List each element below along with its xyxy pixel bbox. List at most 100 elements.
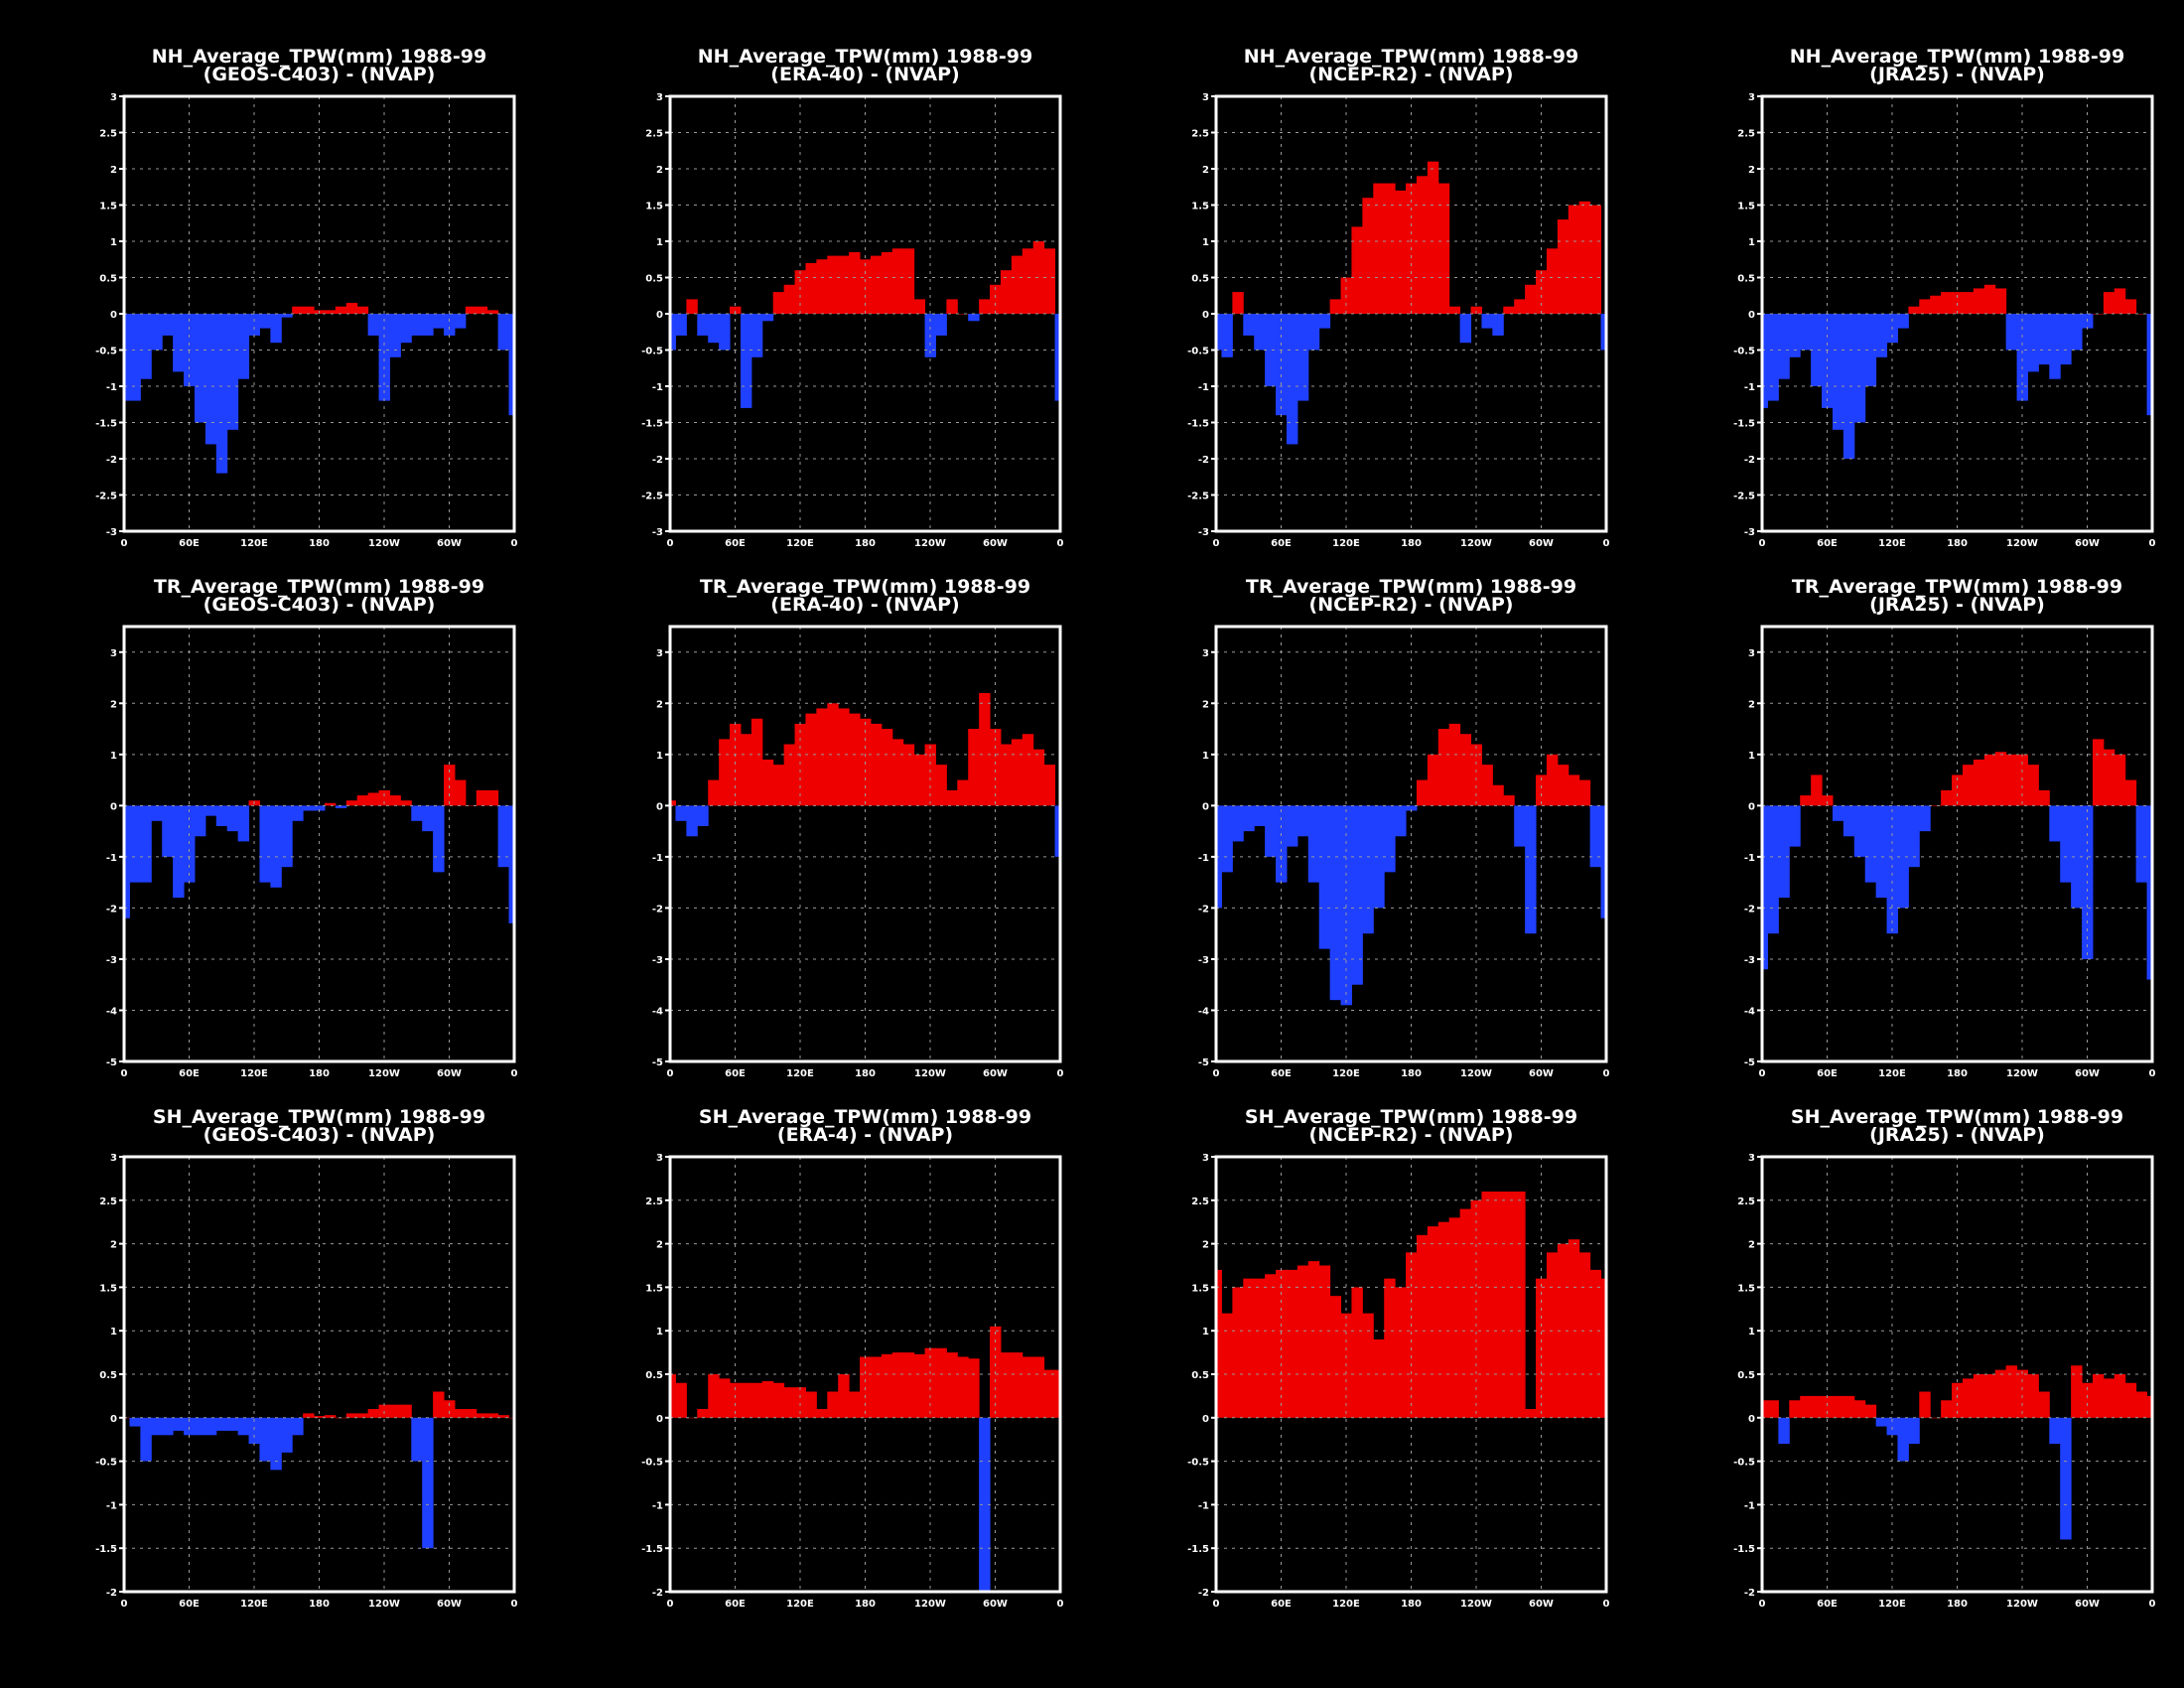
positive-bar: [881, 729, 893, 806]
negative-bar: [1811, 314, 1823, 386]
positive-bar: [1470, 306, 1482, 314]
positive-bar: [1276, 1269, 1288, 1418]
positive-bar: [1032, 1356, 1045, 1418]
y-tick-label: -1: [106, 853, 117, 864]
negative-bar: [979, 1417, 991, 1592]
negative-bar: [162, 805, 174, 857]
negative-bar: [1384, 805, 1396, 873]
positive-bar: [1043, 1369, 1056, 1418]
y-tick-label: 2.5: [1191, 1196, 1209, 1207]
y-tick-label: -1.5: [1187, 419, 1209, 430]
negative-bar: [151, 805, 163, 821]
x-tick-label: 0: [1603, 1599, 1610, 1610]
x-tick-label: 120W: [1460, 538, 1492, 549]
positive-bar: [1427, 161, 1439, 314]
positive-bar: [1962, 1378, 1975, 1418]
positive-bar: [946, 1352, 958, 1418]
x-tick-label: 120W: [914, 1599, 946, 1610]
y-tick-label: 1: [110, 751, 117, 762]
positive-bar: [1600, 1278, 1607, 1418]
positive-bar: [891, 739, 904, 806]
positive-bar: [1568, 1239, 1580, 1418]
x-tick-label: 60W: [1529, 1599, 1554, 1610]
positive-bar: [1459, 734, 1472, 806]
x-tick-label: 120E: [1332, 538, 1360, 549]
plot-frame: [1760, 1155, 2154, 1594]
plot-frame: [668, 625, 1062, 1063]
x-tick-label: 180: [1401, 538, 1422, 549]
positive-bar: [1000, 270, 1013, 314]
negative-bar: [1307, 805, 1320, 883]
positive-bar: [1011, 1352, 1024, 1418]
positive-bar: [990, 284, 1002, 314]
negative-bar: [140, 1417, 152, 1462]
y-tick-label: 0: [1748, 801, 1755, 812]
y-tick-label: -3: [652, 955, 663, 966]
negative-bar: [1514, 805, 1526, 847]
y-tick-label: 2.5: [1737, 129, 1755, 140]
positive-bar: [740, 1382, 752, 1418]
positive-bar: [324, 310, 337, 314]
negative-bar: [508, 805, 515, 923]
negative-bar: [1362, 805, 1374, 934]
positive-bar: [1297, 1265, 1309, 1418]
positive-bar: [881, 1353, 893, 1418]
negative-bar: [444, 314, 456, 336]
positive-bar: [827, 703, 839, 806]
negative-bar: [1778, 1417, 1790, 1445]
x-tick-label: 180: [855, 1068, 876, 1079]
negative-bar: [2146, 805, 2153, 980]
y-tick-label: -3: [652, 527, 663, 538]
x-tick-label: 0: [1603, 538, 1610, 549]
negative-bar: [1232, 805, 1244, 842]
negative-bar: [1875, 805, 1888, 899]
positive-bar: [870, 255, 883, 314]
positive-bar: [827, 255, 839, 314]
y-tick-label: 1: [110, 237, 117, 248]
y-tick-label: -3: [106, 527, 117, 538]
positive-bar: [1221, 1313, 1233, 1418]
y-tick-label: -4: [652, 1006, 663, 1017]
positive-bar: [1789, 1400, 1801, 1418]
negative-bar: [1395, 805, 1407, 837]
x-tick-label: 0: [2149, 1599, 2156, 1610]
positive-bar: [1983, 1374, 1996, 1418]
positive-bar: [1800, 1395, 1812, 1418]
negative-bar: [935, 314, 947, 336]
negative-bar: [140, 805, 152, 883]
chart-panel: NH_Average_TPW(mm) 1988-99(JRA25) - (NVA…: [1733, 46, 2155, 549]
x-tick-label: 120W: [2006, 1599, 2038, 1610]
negative-bar: [2049, 805, 2061, 842]
positive-bar: [1265, 1274, 1277, 1418]
x-tick-label: 180: [1947, 538, 1968, 549]
x-tick-label: 60W: [983, 538, 1008, 549]
x-tick-label: 120E: [240, 1599, 268, 1610]
y-tick-label: 1: [656, 1327, 663, 1337]
y-tick-label: -2.5: [95, 492, 117, 502]
y-tick-label: 0: [110, 801, 117, 812]
positive-bar: [2135, 1391, 2148, 1418]
y-tick-label: -2: [1198, 904, 1209, 914]
y-tick-label: -2: [1744, 455, 1755, 466]
positive-bar: [324, 802, 337, 806]
y-tick-label: -1.5: [641, 1544, 663, 1555]
positive-bar: [1578, 201, 1591, 314]
y-tick-label: -2: [652, 455, 663, 466]
positive-bar: [1525, 284, 1537, 314]
positive-bar: [2038, 789, 2050, 806]
negative-bar: [1762, 314, 1768, 408]
positive-bar: [2005, 1365, 2018, 1418]
y-tick-label: -4: [1198, 1006, 1209, 1017]
positive-bar: [816, 259, 828, 314]
positive-bar: [1307, 1261, 1320, 1418]
positive-bar: [335, 306, 347, 314]
x-tick-label: 60E: [179, 538, 200, 549]
positive-bar: [686, 299, 698, 314]
x-tick-label: 60E: [1271, 1599, 1292, 1610]
x-tick-label: 120E: [786, 1068, 814, 1079]
x-tick-label: 120W: [368, 1068, 400, 1079]
positive-bar: [356, 1413, 369, 1418]
y-tick-label: 0: [1202, 310, 1209, 321]
negative-bar: [2060, 1417, 2072, 1540]
positive-bar: [345, 1413, 358, 1418]
